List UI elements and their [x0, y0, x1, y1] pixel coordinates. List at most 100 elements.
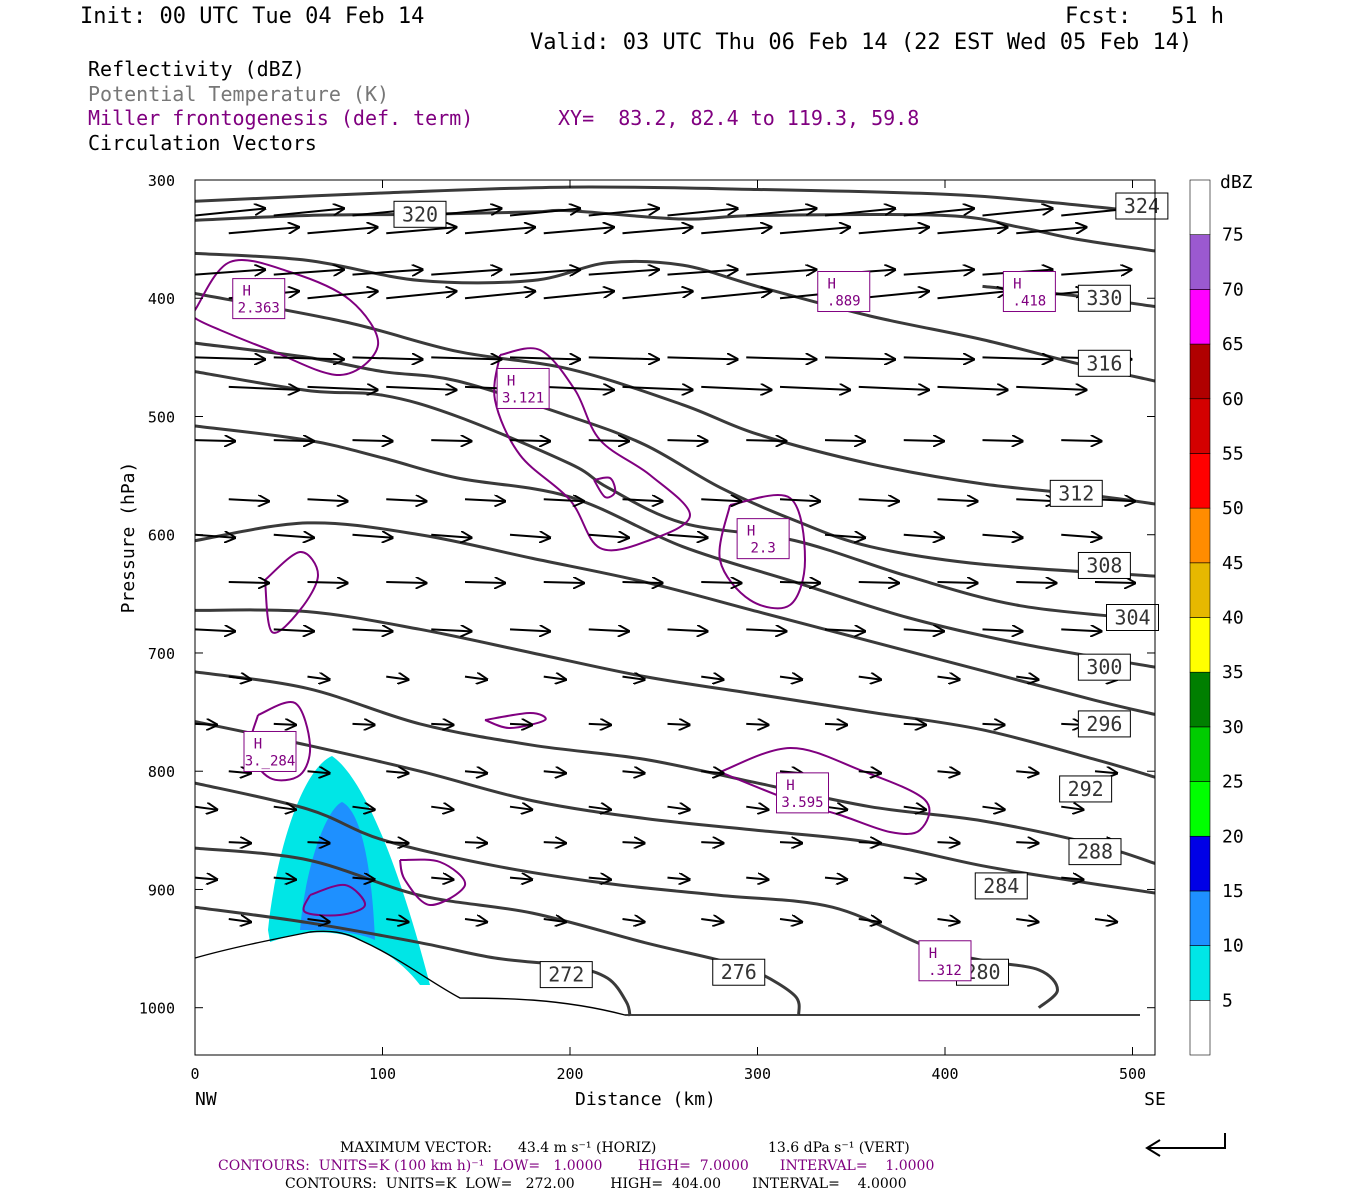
y-axis-title: Pressure (hPa) — [118, 462, 139, 614]
circulation-vector — [824, 208, 895, 217]
colorbar-swatch — [1189, 234, 1211, 290]
circulation-vector — [937, 582, 978, 583]
circulation-vector — [903, 208, 974, 217]
theta-contour-280 — [195, 781, 1060, 1009]
colorbar-swatch — [1189, 179, 1211, 235]
circulation-vector — [746, 724, 768, 725]
svg-text:H: H — [507, 373, 515, 389]
colorbar-label: 5 — [1222, 990, 1233, 1011]
circulation-vector — [543, 771, 566, 773]
circulation-vector — [982, 208, 1053, 217]
max-vector-label: MAXIMUM VECTOR: — [340, 1140, 492, 1156]
circulation-vector — [1094, 919, 1117, 922]
frontogenesis-max-label: H3.121 — [496, 367, 550, 409]
valid-time: Valid: 03 UTC Thu 06 Feb 14 (22 EST Wed … — [530, 30, 1193, 55]
circulation-vector — [903, 270, 974, 275]
svg-text:H: H — [929, 946, 937, 962]
circulation-vector — [746, 440, 786, 441]
circulation-vector — [1016, 582, 1056, 583]
circulation-vector — [1016, 499, 1056, 501]
circulation-vector — [588, 724, 611, 725]
svg-text:324: 324 — [1124, 194, 1160, 218]
circulation-vector — [386, 291, 456, 300]
circulation-vector — [982, 535, 1023, 538]
circulation-vector — [1061, 270, 1131, 275]
circulation-vector — [273, 357, 344, 359]
circulation-vector — [464, 291, 535, 300]
circulation-vector — [588, 807, 611, 810]
circulation-vector — [352, 724, 375, 725]
dbz-colorbar: 5 10 15 20 25 30 35 40 45 50 55 60 65 70 75 dBZ — [1189, 172, 1253, 1056]
circulation-vector — [195, 208, 265, 217]
circulation-vector — [779, 919, 802, 922]
circulation-vector — [701, 499, 741, 501]
circulation-vector — [431, 535, 471, 538]
circulation-vector — [307, 771, 330, 773]
circulation-vector — [779, 842, 802, 843]
init-time: Init: 00 UTC Tue 04 Feb 14 — [80, 4, 425, 29]
circulation-vector — [858, 291, 929, 300]
colorbar-swatch — [1189, 835, 1211, 892]
circulation-vector — [937, 771, 960, 773]
colorbar-swatch — [1189, 562, 1211, 618]
circulation-vector — [352, 270, 423, 275]
circulation-vector — [307, 842, 330, 843]
colorbar-swatch — [1189, 398, 1211, 454]
svg-text:296: 296 — [1086, 712, 1122, 736]
x-end-label-se: SE — [1144, 1089, 1166, 1110]
theta-contour-296 — [195, 521, 1155, 716]
circulation-vector — [746, 208, 816, 217]
circulation-vector — [858, 842, 881, 843]
frontogenesis-contour — [493, 347, 692, 552]
theta-contour-312 — [195, 292, 1155, 506]
svg-text:3.595: 3.595 — [781, 795, 823, 811]
circulation-vector — [982, 629, 1023, 631]
circulation-vector — [779, 227, 850, 235]
colorbar-label: 25 — [1222, 772, 1244, 793]
circulation-vector — [903, 807, 926, 810]
frontogenesis-max-label: H2.363 — [232, 278, 286, 320]
colorbar-swatch — [1189, 453, 1211, 509]
svg-text:2.363: 2.363 — [238, 301, 280, 317]
circulation-vector — [509, 807, 532, 810]
circulation-vector — [273, 629, 314, 631]
svg-text:H: H — [1013, 277, 1021, 293]
circulation-vector — [352, 440, 393, 441]
svg-text:3.121: 3.121 — [502, 390, 544, 406]
circulation-vector — [746, 629, 786, 631]
svg-text:H: H — [828, 277, 836, 293]
circulation-vectors — [195, 208, 1135, 922]
circulation-vector — [858, 677, 881, 680]
circulation-vector — [273, 535, 314, 538]
y-tick-label: 700 — [148, 645, 175, 663]
svg-text:330: 330 — [1086, 286, 1122, 310]
frontogenesis-max-label: H3.595 — [776, 772, 829, 814]
circulation-vector — [1061, 440, 1101, 441]
circulation-vector — [858, 499, 899, 501]
theta-label-308: 308 — [1077, 551, 1131, 579]
circulation-vector — [937, 677, 960, 680]
circulation-vector — [352, 878, 375, 880]
circulation-vector — [588, 535, 629, 538]
colorbar-swatch — [1189, 1000, 1211, 1056]
theta-contour-320 — [195, 208, 1155, 253]
circulation-vector — [543, 677, 566, 680]
x-end-label-nw: NW — [195, 1089, 217, 1110]
circulation-vector — [779, 387, 850, 390]
colorbar-label: 75 — [1222, 225, 1244, 246]
circulation-vector — [273, 440, 314, 441]
colorbar-label: 45 — [1222, 553, 1244, 574]
svg-text:.889: .889 — [827, 294, 861, 310]
contours-frontogenesis-info: CONTOURS: UNITS=K (100 km h)⁻¹ LOW= 1.00… — [218, 1158, 935, 1174]
circulation-vector — [352, 807, 375, 810]
svg-text:308: 308 — [1086, 553, 1122, 577]
circulation-vector — [386, 227, 456, 235]
circulation-vector — [701, 227, 771, 235]
circulation-vector — [858, 387, 929, 390]
frontogenesis-max-label: H3.̲284 — [243, 730, 297, 772]
circulation-vector — [228, 387, 299, 390]
colorbar-label: 60 — [1222, 389, 1244, 410]
colorbar-swatch — [1189, 726, 1211, 782]
frontogenesis-contour — [302, 883, 366, 917]
circulation-vector — [701, 387, 771, 390]
